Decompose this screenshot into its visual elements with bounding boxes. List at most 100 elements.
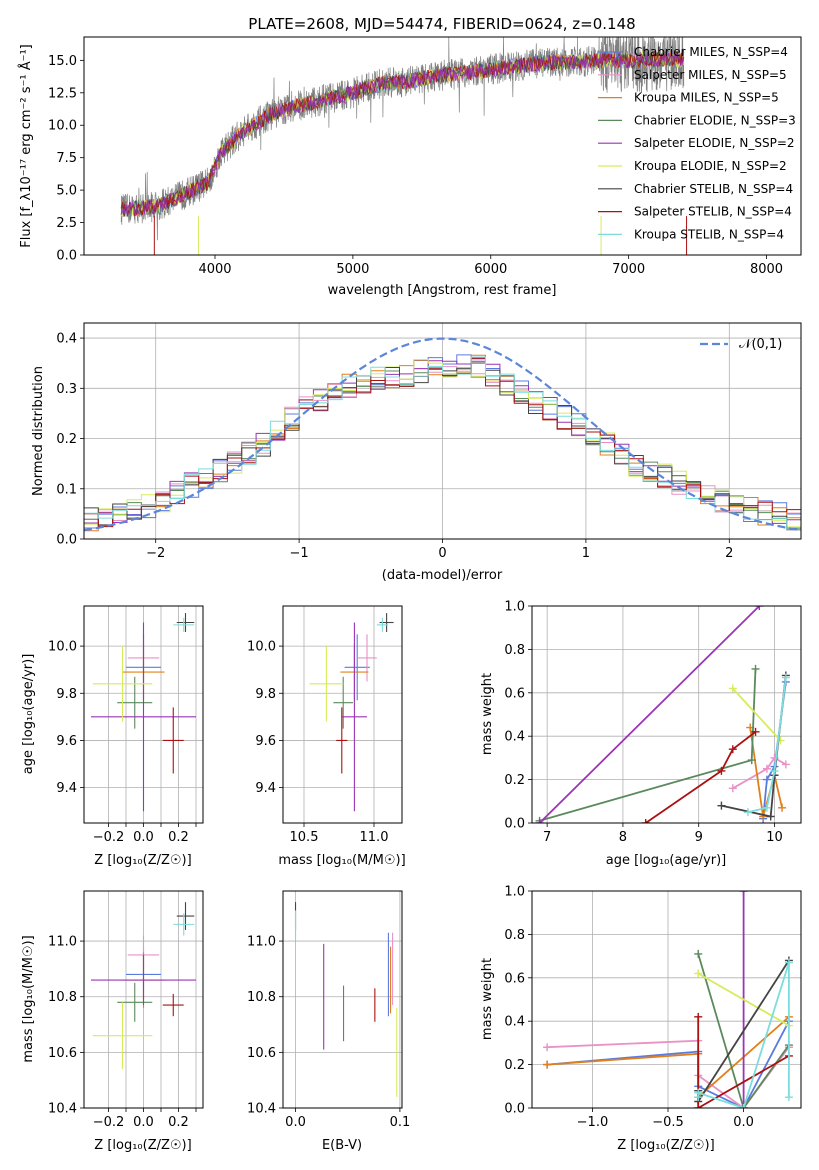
mass-vs-ebv-xlabel: E(B-V) [322, 1138, 362, 1153]
y-tick-label: 9.8 [255, 687, 276, 702]
legend-label-kroupa-elodie: Kroupa ELODIE, N_SSP=2 [634, 159, 787, 173]
y-tick-label: 0.0 [56, 249, 77, 264]
residual-legend: 𝒩(0,1) [700, 337, 782, 352]
x-tick-label: −0.2 [93, 1115, 125, 1130]
spectrum-legend: Chabrier MILES, N_SSP=4 Salpeter MILES, N… [598, 45, 796, 241]
x-tick-label: 0.2 [168, 1115, 189, 1130]
x-tick-label: 10.5 [290, 830, 319, 845]
x-tick-label: 0.1 [390, 1115, 411, 1130]
weight-marker-kroupa-stelib [784, 1093, 793, 1102]
age-vs-mass-xlabel: mass [log₁₀(M/M☉)] [278, 853, 405, 868]
x-tick-label: −0.2 [93, 830, 125, 845]
y-tick-label: 0.0 [56, 533, 77, 548]
legend-label-chabrier-miles: Chabrier MILES, N_SSP=4 [634, 45, 788, 59]
legend-label-kroupa-miles: Kroupa MILES, N_SSP=5 [634, 91, 779, 105]
x-tick-label: 6000 [474, 262, 507, 277]
weight-vs-age-frame [531, 605, 802, 824]
weight-marker-salpeter-miles [781, 760, 790, 769]
y-tick-label: 10.4 [48, 1102, 77, 1117]
weight-line-salpeter-miles [732, 756, 787, 790]
y-tick-label: 0.4 [504, 1015, 525, 1030]
y-tick-label: 0.0 [504, 1102, 525, 1117]
y-tick-label: 0.6 [504, 971, 525, 986]
residual-hist-salpeter-elodie [84, 360, 801, 524]
weight-marker-kroupa-miles [759, 812, 768, 821]
mass-vs-metallicity-panel: −0.2 0.0 0.2 10.4 10.6 10.8 11.0 Z [log₁₀(Z/Z☉… [21, 890, 204, 1153]
weight-marker-salpeter-stelib [694, 1104, 703, 1108]
spectrum-model-salpeter-stelib [120, 51, 685, 217]
x-tick-label: 0.2 [168, 830, 189, 845]
age-vs-metallicity-panel: −0.2 0.0 0.29.49.69.810.0 Z [log₁₀(Z/Z☉)] … [21, 605, 204, 868]
weight-vs-metallicity-xlabel: Z [log₁₀(Z/Z☉)] [617, 1138, 714, 1153]
errorbar-group [309, 613, 394, 812]
y-tick-label: 0.8 [504, 643, 525, 658]
spectrum-title: PLATE=2608, MJD=54474, FIBERID=0624, z=0… [248, 15, 635, 33]
age-vs-metallicity-ylabel: age [log₁₀(age/yr)] [21, 654, 36, 775]
residual-ylabel: Normed distribution [31, 366, 46, 496]
y-tick-label: 10.0 [247, 640, 276, 655]
x-tick-label: 10 [766, 830, 783, 845]
errorbar-group [91, 902, 196, 1070]
x-tick-label: 0.0 [133, 830, 154, 845]
mass-vs-metallicity-xlabel: Z [log₁₀(Z/Z☉)] [94, 1138, 191, 1153]
y-tick-label: 0.6 [504, 686, 525, 701]
weight-line-salpeter-elodie [538, 606, 760, 823]
x-tick-label: −2 [146, 546, 165, 561]
legend-label-chabrier-stelib: Chabrier STELIB, N_SSP=4 [634, 182, 793, 196]
weight-marker-salpeter-stelib [728, 745, 737, 754]
weight-marker-salpeter-miles [543, 1043, 552, 1052]
weight-vs-metallicity-panel: −1.0 −0.5 0.0 0.0 0.2 0.4 0.6 0.8 1.0 Z [log₁₀(Z… [480, 885, 802, 1153]
x-tick-label: 2 [725, 546, 733, 561]
x-tick-label: 8 [619, 830, 627, 845]
weight-vs-age-panel: 7 8 9 10 0.0 0.2 0.4 0.6 0.8 1.0 age [log₁₀(age/y… [480, 600, 802, 868]
weight-line-kroupa-elodie [697, 972, 790, 1027]
weight-vs-metallicity-frame [531, 890, 802, 1109]
x-tick-label: 9 [695, 830, 703, 845]
x-tick-label: −0.5 [652, 1115, 684, 1130]
weight-marker-kroupa-stelib [694, 1088, 703, 1097]
y-tick-label: 10.8 [247, 990, 276, 1005]
weight-marker-chabrier-elodie [694, 949, 703, 958]
weight-marker-salpeter-stelib [694, 1012, 703, 1021]
weight-marker-kroupa-elodie [728, 684, 737, 693]
x-tick-label: 5000 [336, 262, 369, 277]
weight-marker-chabrier-stelib [766, 812, 775, 821]
x-tick-label: −1 [290, 546, 309, 561]
residual-hist-kroupa-stelib [84, 356, 801, 530]
residual-xlabel: (data-model)/error [382, 568, 503, 583]
legend-label-chabrier-elodie: Chabrier ELODIE, N_SSP=3 [634, 113, 796, 127]
legend-label-salpeter-stelib: Salpeter STELIB, N_SSP=4 [634, 205, 792, 219]
y-tick-label: 10.6 [247, 1046, 276, 1061]
y-tick-label: 9.6 [255, 734, 276, 749]
y-tick-label: 11.0 [48, 935, 77, 950]
weight-line-salpeter-stelib [697, 1016, 790, 1108]
legend-label-salpeter-elodie: Salpeter ELODIE, N_SSP=2 [634, 136, 795, 150]
y-tick-label: 0.3 [56, 382, 77, 397]
y-tick-label: 5.0 [56, 184, 77, 199]
weight-marker-kroupa-stelib [762, 803, 771, 812]
errorbar-group [294, 902, 398, 1097]
weight-marker-kroupa-elodie [694, 969, 703, 978]
legend-label-salpeter-miles: Salpeter MILES, N_SSP=5 [634, 68, 787, 82]
weight-marker-salpeter-miles [762, 764, 771, 773]
weight-line-chabrier-elodie [697, 953, 790, 1108]
x-tick-label: 0.0 [285, 1115, 306, 1130]
weight-lines-group [543, 891, 793, 1108]
age-vs-metallicity-xlabel: Z [log₁₀(Z/Z☉)] [94, 853, 191, 868]
x-tick-label: 1 [582, 546, 590, 561]
errorbar-group [91, 613, 196, 812]
weight-marker-kroupa-stelib [743, 808, 752, 817]
weight-marker-salpeter-elodie [739, 891, 748, 895]
age-vs-mass-frame [282, 605, 403, 824]
y-tick-label: 1.0 [504, 600, 525, 615]
weight-marker-kroupa-stelib [784, 958, 793, 967]
weight-marker-salpeter-elodie [535, 819, 544, 823]
weight-marker-salpeter-miles [728, 784, 737, 793]
x-tick-label: −1.0 [577, 1115, 609, 1130]
y-tick-label: 10.0 [48, 119, 77, 134]
x-tick-label: 7 [543, 830, 551, 845]
x-tick-label: 0.0 [133, 1115, 154, 1130]
weight-marker-chabrier-elodie [747, 756, 756, 765]
weight-marker-chabrier-elodie [751, 664, 760, 673]
